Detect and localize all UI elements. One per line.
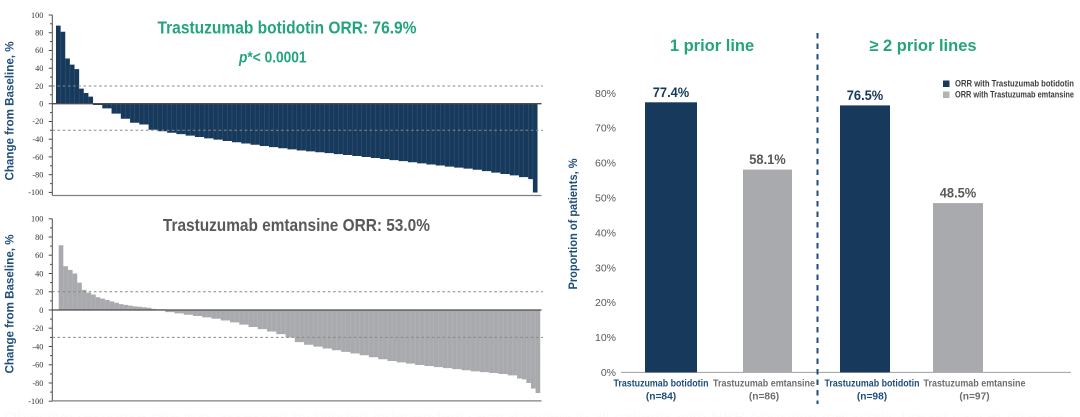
svg-text:20%: 20%	[595, 297, 616, 309]
svg-text:80: 80	[35, 233, 43, 242]
svg-text:30%: 30%	[595, 262, 616, 274]
svg-text:-60: -60	[32, 153, 43, 162]
svg-text:-20: -20	[32, 324, 43, 333]
svg-text:20: 20	[35, 82, 43, 91]
svg-text:-40: -40	[32, 342, 43, 351]
svg-text:10%: 10%	[595, 332, 616, 344]
svg-text:48.5%: 48.5%	[940, 186, 977, 201]
svg-text:≥ 2 prior lines: ≥ 2 prior lines	[869, 37, 976, 55]
svg-text:40: 40	[35, 269, 43, 278]
svg-text:76.5%: 76.5%	[847, 88, 884, 103]
svg-text:-60: -60	[32, 361, 43, 370]
svg-text:(n=86): (n=86)	[749, 392, 779, 403]
svg-text:80%: 80%	[595, 88, 616, 100]
svg-text:Trastuzumab botidotin: Trastuzumab botidotin	[825, 379, 920, 390]
svg-text:Change from Baseline, %: Change from Baseline, %	[3, 234, 17, 373]
svg-text:100: 100	[31, 215, 43, 224]
svg-text:0: 0	[39, 100, 43, 109]
svg-text:58.1%: 58.1%	[749, 152, 786, 167]
svg-text:(n=98): (n=98)	[857, 392, 887, 403]
svg-text:(n=84): (n=84)	[646, 392, 676, 403]
svg-text:(n=97): (n=97)	[959, 392, 989, 403]
svg-text:-40: -40	[32, 135, 43, 144]
svg-text:-100: -100	[28, 397, 43, 406]
svg-text:Trastuzumab emtansine ORR: 53.: Trastuzumab emtansine ORR: 53.0%	[163, 215, 430, 235]
svg-text:50%: 50%	[595, 193, 616, 205]
svg-text:0%: 0%	[601, 367, 616, 379]
svg-text:70%: 70%	[595, 123, 616, 135]
svg-text:-80: -80	[32, 379, 43, 388]
svg-text:Trastuzumab emtansine: Trastuzumab emtansine	[924, 379, 1026, 390]
svg-text:0: 0	[39, 306, 43, 315]
svg-text:-100: -100	[28, 188, 43, 197]
svg-text:60%: 60%	[595, 158, 616, 170]
svg-text:1 prior line: 1 prior line	[670, 37, 754, 55]
svg-text:60: 60	[35, 46, 43, 55]
svg-text:p*< 0.0001: p*< 0.0001	[238, 50, 306, 67]
svg-text:Objective response rate was as: Objective response rate was assessed by …	[4, 411, 1064, 417]
svg-text:-20: -20	[32, 117, 43, 126]
svg-text:Trastuzumab emtansine: Trastuzumab emtansine	[713, 379, 815, 390]
svg-text:80: 80	[35, 29, 43, 38]
svg-text:ORR with Trastuzumab emtansine: ORR with Trastuzumab emtansine	[955, 90, 1074, 100]
svg-text:40: 40	[35, 64, 43, 73]
svg-text:100: 100	[31, 11, 43, 20]
svg-text:Proportion of patients, %: Proportion of patients, %	[566, 158, 580, 289]
svg-text:ORR with Trastuzumab botidotin: ORR with Trastuzumab botidotin	[955, 79, 1074, 89]
svg-text:Change from Baseline, %: Change from Baseline, %	[3, 41, 17, 180]
svg-text:-80: -80	[32, 171, 43, 180]
svg-text:40%: 40%	[595, 227, 616, 239]
svg-text:Trastuzumab botidotin: Trastuzumab botidotin	[614, 379, 709, 390]
svg-text:20: 20	[35, 288, 43, 297]
svg-text:77.4%: 77.4%	[653, 85, 690, 100]
svg-text:60: 60	[35, 251, 43, 260]
svg-text:Trastuzumab botidotin ORR: 76.: Trastuzumab botidotin ORR: 76.9%	[158, 18, 417, 38]
